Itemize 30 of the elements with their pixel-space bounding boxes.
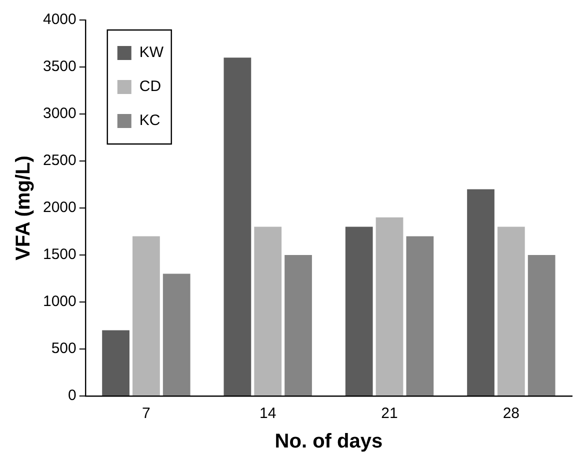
- bar: [406, 236, 434, 396]
- y-tick-label: 1500: [42, 246, 76, 264]
- bar: [284, 255, 312, 396]
- y-tick-label: 500: [51, 340, 76, 358]
- bar: [162, 274, 190, 396]
- y-tick-label: 3000: [42, 105, 76, 122]
- bar: [528, 255, 556, 396]
- bar: [254, 226, 282, 396]
- bar: [132, 236, 160, 396]
- x-tick-label: 28: [502, 405, 520, 422]
- bar: [376, 217, 404, 396]
- y-tick-label: 2000: [42, 199, 76, 216]
- bar: [345, 226, 373, 396]
- y-tick-label: 0: [68, 387, 76, 404]
- bar: [102, 330, 130, 396]
- y-tick-label: 2500: [42, 152, 76, 170]
- bar: [224, 58, 252, 396]
- y-tick-label: 3500: [42, 58, 76, 76]
- legend-label: CD: [139, 78, 162, 96]
- legend-label: KW: [139, 44, 164, 62]
- bar: [467, 189, 494, 396]
- x-axis-title: No. of days: [274, 430, 383, 453]
- y-tick-label: 1000: [42, 293, 76, 310]
- x-tick-label: 21: [381, 405, 398, 422]
- y-axis-title: VFA (mg/L): [12, 156, 35, 260]
- x-tick-label: 7: [142, 405, 150, 422]
- bar: [497, 226, 525, 396]
- y-tick-label: 4000: [42, 11, 76, 28]
- x-tick-label: 14: [260, 405, 276, 422]
- legend-label: KC: [139, 112, 160, 130]
